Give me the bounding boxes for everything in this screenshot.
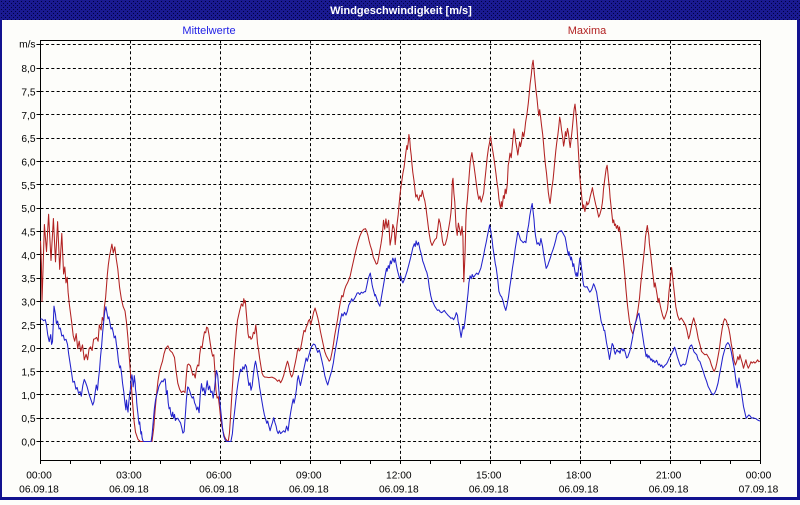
svg-text:09:00: 09:00	[296, 471, 322, 482]
svg-text:06.09.18: 06.09.18	[289, 485, 329, 496]
svg-text:6,5: 6,5	[21, 134, 35, 145]
svg-text:21:00: 21:00	[656, 471, 682, 482]
svg-text:06:00: 06:00	[206, 471, 232, 482]
svg-text:4,5: 4,5	[21, 228, 35, 239]
svg-text:7,5: 7,5	[21, 88, 35, 99]
svg-text:06.09.18: 06.09.18	[559, 485, 599, 496]
svg-text:06.09.18: 06.09.18	[469, 485, 509, 496]
svg-text:15:00: 15:00	[476, 471, 502, 482]
svg-text:5,5: 5,5	[21, 181, 35, 192]
svg-text:2,0: 2,0	[21, 344, 35, 355]
svg-text:0,5: 0,5	[21, 414, 35, 425]
svg-text:06.09.18: 06.09.18	[109, 485, 149, 496]
svg-text:Windgeschwindigkeit [m/s]: Windgeschwindigkeit [m/s]	[330, 5, 472, 17]
svg-text:1,0: 1,0	[21, 391, 35, 402]
svg-text:7,0: 7,0	[21, 111, 35, 122]
svg-text:07.09.18: 07.09.18	[739, 485, 779, 496]
svg-text:3,0: 3,0	[21, 298, 35, 309]
svg-text:00:00: 00:00	[26, 471, 52, 482]
svg-text:0,0: 0,0	[21, 438, 35, 449]
svg-text:06.09.18: 06.09.18	[649, 485, 689, 496]
svg-text:5,0: 5,0	[21, 204, 35, 215]
svg-text:1,5: 1,5	[21, 368, 35, 379]
svg-text:4,0: 4,0	[21, 251, 35, 262]
svg-text:18:00: 18:00	[566, 471, 592, 482]
svg-text:8,0: 8,0	[21, 64, 35, 75]
svg-text:2,5: 2,5	[21, 321, 35, 332]
svg-text:06.09.18: 06.09.18	[199, 485, 239, 496]
svg-text:Maxima: Maxima	[568, 25, 607, 37]
svg-text:06.09.18: 06.09.18	[19, 485, 59, 496]
svg-text:3,5: 3,5	[21, 274, 35, 285]
svg-text:m/s: m/s	[19, 39, 35, 50]
svg-text:06.09.18: 06.09.18	[379, 485, 419, 496]
svg-text:Mittelwerte: Mittelwerte	[182, 25, 235, 37]
svg-text:6,0: 6,0	[21, 158, 35, 169]
svg-text:00:00: 00:00	[746, 471, 772, 482]
svg-text:12:00: 12:00	[386, 471, 412, 482]
svg-text:03:00: 03:00	[116, 471, 142, 482]
